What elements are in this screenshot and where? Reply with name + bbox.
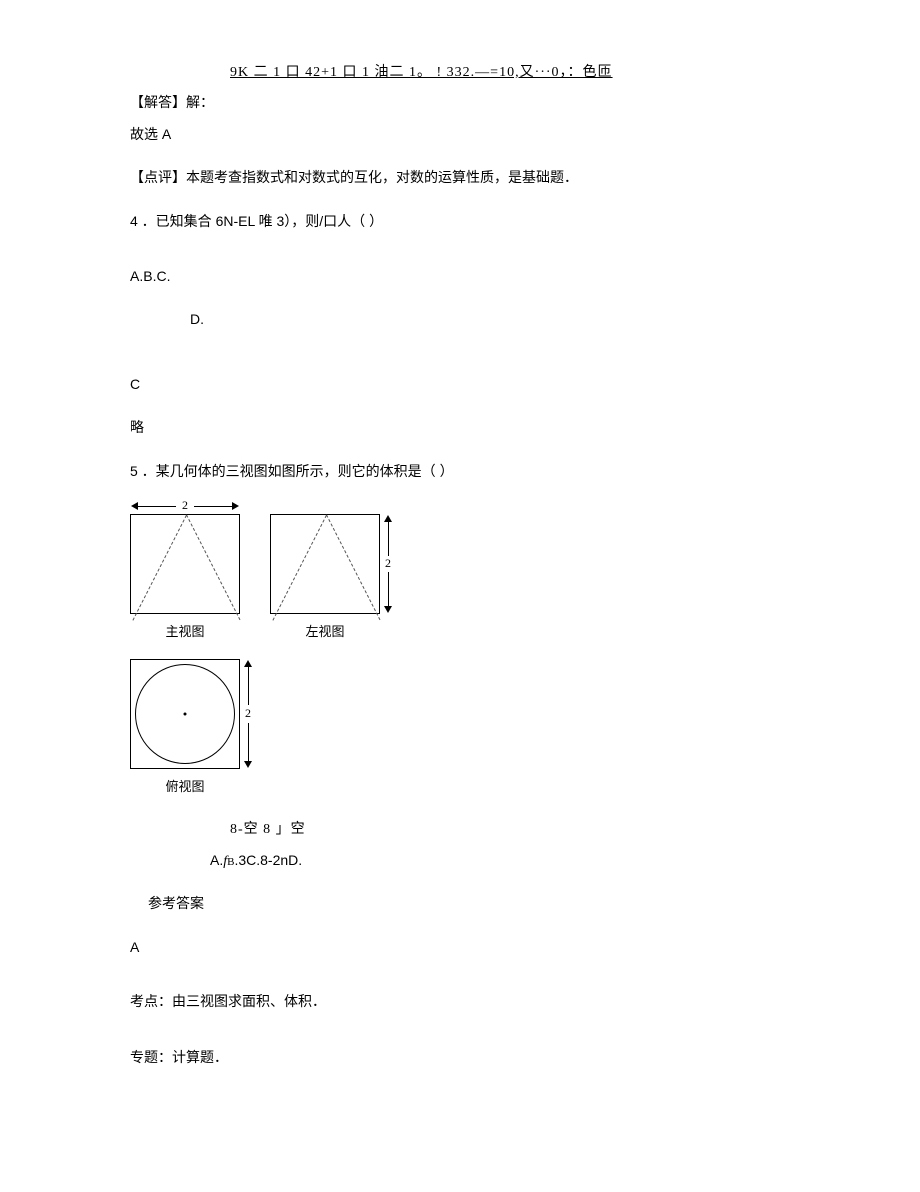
front-view-label: 主视图 bbox=[130, 620, 240, 643]
top-view-label: 俯视图 bbox=[130, 775, 240, 798]
q4-options-abc: A.B.C. bbox=[130, 264, 820, 289]
q5-answer: A bbox=[130, 935, 820, 960]
front-view-top-dim: 2 bbox=[131, 499, 239, 513]
dim-value: 2 bbox=[245, 703, 251, 725]
center-dot bbox=[184, 713, 187, 716]
q5-options-line: A.fB.3C.8-2nD. bbox=[210, 848, 820, 874]
q4-brief: 略 bbox=[130, 416, 820, 441]
front-view-block: 2 主视图 bbox=[130, 496, 240, 643]
side-view-label: 左视图 bbox=[270, 620, 380, 643]
jieda-label: 【解答】解： bbox=[130, 91, 820, 116]
front-view-box: 2 bbox=[130, 514, 240, 614]
question-4: 4 ．已知集合 6N-EL 唯 3），则/口人（ ） bbox=[130, 209, 820, 234]
q4-answer: C bbox=[130, 372, 820, 397]
dash-line bbox=[326, 514, 380, 620]
top-view-box: 2 bbox=[130, 659, 240, 769]
top-view-block: 2 俯视图 bbox=[130, 659, 240, 798]
answer-title: 参考答案 bbox=[148, 892, 820, 917]
zhuanti-line: 专题：计算题． bbox=[130, 1046, 820, 1071]
side-view-right-dim: 2 bbox=[381, 515, 395, 613]
side-view-block: 2 左视图 bbox=[270, 496, 380, 643]
three-views-row-1: 2 主视图 2 左视图 bbox=[130, 496, 820, 643]
guxuan-line: 故选 A bbox=[130, 122, 820, 147]
q5-option-header: 8-空 8 」空 bbox=[230, 817, 820, 842]
dash-line bbox=[272, 515, 326, 621]
dim-value: 2 bbox=[182, 495, 188, 517]
question-5: 5 ．某几何体的三视图如图所示，则它的体积是（ ） bbox=[130, 459, 820, 484]
q4-option-d: D. bbox=[190, 307, 820, 332]
kaodian-line: 考点：由三视图求面积、体积． bbox=[130, 990, 820, 1015]
dash-line bbox=[186, 514, 240, 620]
top-formula: 9K 二 1 口 42+1 口 1 油二 1。 ! 332.—=10,又···0… bbox=[230, 60, 820, 85]
dianping-line: 【点评】本题考查指数式和对数式的互化，对数的运算性质，是基础题． bbox=[130, 166, 820, 191]
dash-line bbox=[132, 515, 186, 621]
side-view-box: 2 bbox=[270, 514, 380, 614]
dim-value: 2 bbox=[385, 553, 391, 575]
top-view-right-dim: 2 bbox=[241, 660, 255, 768]
three-views-row-2: 2 俯视图 bbox=[130, 659, 820, 798]
